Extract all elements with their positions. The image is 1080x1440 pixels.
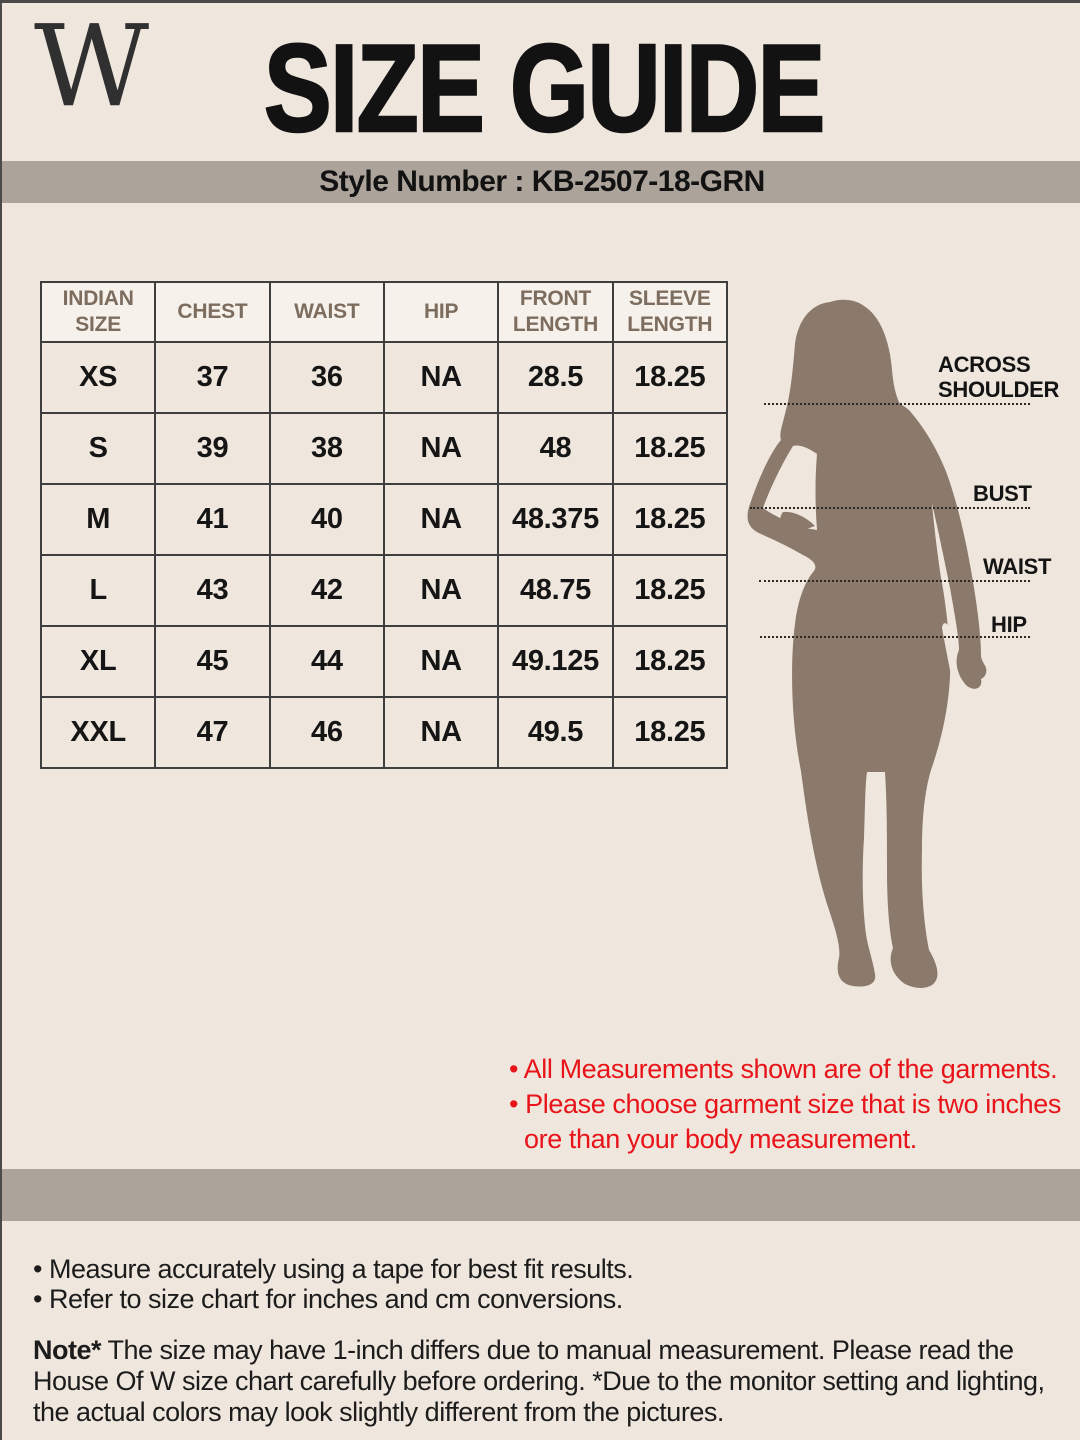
column-header: SLEEVE LENGTH [611, 281, 729, 343]
garment-note-line: • All Measurements shown are of the garm… [509, 1054, 1058, 1084]
size-cell: XS [39, 341, 157, 414]
value-cell: 18.25 [611, 554, 729, 627]
shoulder-measure-line [764, 403, 1030, 405]
column-header: INDIAN SIZE [39, 281, 157, 343]
value-cell: NA [382, 625, 500, 698]
footer-bullets: • Measure accurately using a tape for be… [33, 1254, 1043, 1314]
table-row: XL 45 44 NA 49.125 18.25 [39, 625, 729, 698]
page-title: SIZE GUIDE [263, 20, 827, 158]
bust-measure-line [750, 507, 1030, 509]
value-cell: 48 [497, 412, 614, 485]
value-cell: 43 [154, 554, 271, 627]
waist-label: WAIST [983, 554, 1052, 579]
value-cell: 48.375 [497, 483, 614, 556]
value-cell: 18.25 [611, 412, 729, 485]
style-number-text: Style Number : KB-2507-18-GRN [319, 165, 765, 198]
value-cell: 38 [268, 412, 385, 485]
column-header: FRONT LENGTH [497, 281, 614, 343]
footer-bullet-line: • Refer to size chart for inches and cm … [33, 1284, 623, 1314]
footer-bullet-line: • Measure accurately using a tape for be… [33, 1254, 634, 1284]
across-shoulder-label: ACROSS SHOULDER [938, 352, 1060, 402]
value-cell: NA [382, 554, 500, 627]
value-cell: 49.125 [497, 625, 614, 698]
value-cell: 44 [268, 625, 385, 698]
size-chart-header: INDIAN SIZE CHEST WAIST HIP FRONT LENGTH SLEE… [39, 281, 729, 343]
size-cell: XXL [39, 696, 157, 769]
value-cell: 18.25 [611, 341, 729, 414]
bottom-divider-band [2, 1169, 1080, 1221]
footer-note: Note* The size may have 1-inch differs d… [33, 1335, 1047, 1428]
value-cell: 41 [154, 483, 271, 556]
table-row: S 39 38 NA 48 18.25 [39, 412, 729, 485]
hip-measure-line [760, 636, 1030, 638]
bust-label: BUST [973, 481, 1032, 506]
value-cell: NA [382, 412, 500, 485]
size-table-body: XS 37 36 NA 28.5 18.25 S 39 38 NA 48 18.25 M 41 40 NA 48… [39, 341, 729, 769]
value-cell: 28.5 [497, 341, 614, 414]
hip-label: HIP [991, 612, 1027, 637]
value-cell: 46 [268, 696, 385, 769]
size-cell: XL [39, 625, 157, 698]
size-cell: M [39, 483, 157, 556]
value-cell: 49.5 [497, 696, 614, 769]
value-cell: 36 [268, 341, 385, 414]
table-row: XXL 47 46 NA 49.5 18.25 [39, 696, 729, 769]
style-number-band: Style Number : KB-2507-18-GRN [2, 161, 1080, 203]
value-cell: 47 [154, 696, 271, 769]
table-row: M 41 40 NA 48.375 18.25 [39, 483, 729, 556]
garment-note-line: ore than your body measurement. [524, 1124, 917, 1154]
size-cell: L [39, 554, 157, 627]
value-cell: 37 [154, 341, 271, 414]
value-cell: 45 [154, 625, 271, 698]
value-cell: 48.75 [497, 554, 614, 627]
footer-note-lead: Note* [33, 1335, 102, 1365]
value-cell: 42 [268, 554, 385, 627]
footer-note-body: The size may have 1-inch differs due to … [33, 1335, 1045, 1427]
value-cell: 18.25 [611, 625, 729, 698]
value-cell: NA [382, 696, 500, 769]
value-cell: 18.25 [611, 483, 729, 556]
garment-note-line: • Please choose garment size that is two… [509, 1089, 1061, 1119]
size-cell: S [39, 412, 157, 485]
value-cell: 39 [154, 412, 271, 485]
silhouette-hip-gap [942, 623, 956, 690]
brand-logo-w: W [34, 2, 150, 132]
waist-measure-line [759, 580, 1030, 582]
column-header: CHEST [154, 281, 271, 343]
size-chart-table: INDIAN SIZE CHEST WAIST HIP FRONT LENGTH SLEE… [39, 281, 729, 769]
garment-notes: • All Measurements shown are of the garm… [509, 1052, 1069, 1157]
column-header: HIP [382, 281, 500, 343]
header-row: INDIAN SIZE CHEST WAIST HIP FRONT LENGTH SLEE… [39, 281, 729, 343]
value-cell: NA [382, 341, 500, 414]
value-cell: 18.25 [611, 696, 729, 769]
column-header: WAIST [268, 281, 385, 343]
table-row: XS 37 36 NA 28.5 18.25 [39, 341, 729, 414]
value-cell: 40 [268, 483, 385, 556]
value-cell: NA [382, 483, 500, 556]
silhouette-hand-fingers [779, 511, 815, 530]
table-row: L 43 42 NA 48.75 18.25 [39, 554, 729, 627]
